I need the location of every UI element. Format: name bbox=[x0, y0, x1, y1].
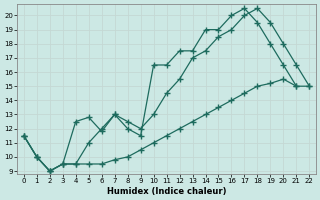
X-axis label: Humidex (Indice chaleur): Humidex (Indice chaleur) bbox=[107, 187, 226, 196]
